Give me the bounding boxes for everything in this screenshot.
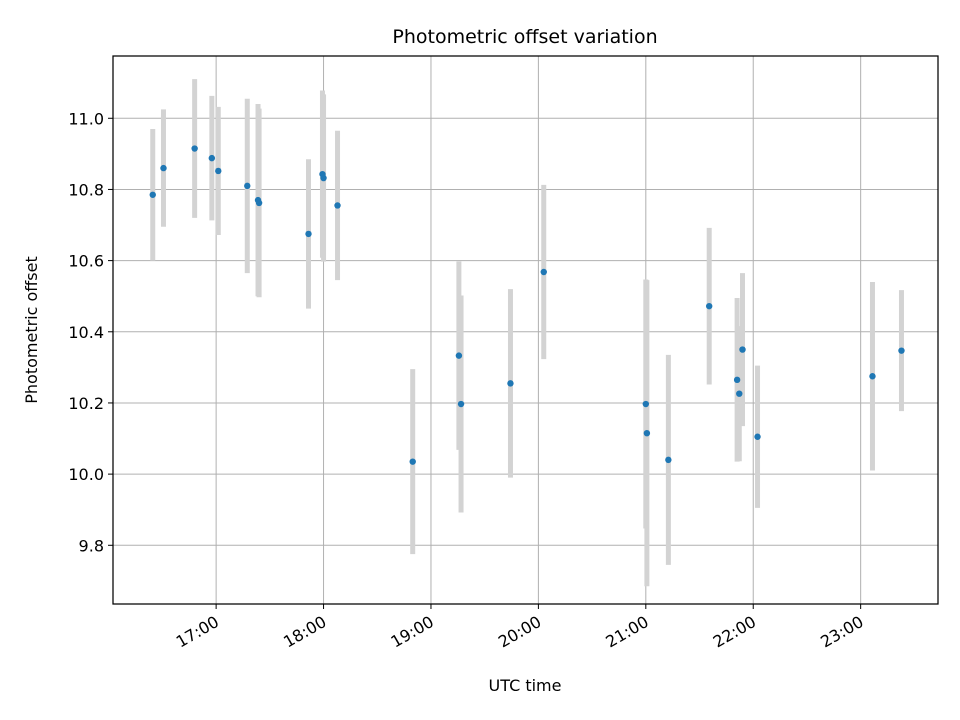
data-point [215, 167, 222, 175]
data-point [305, 230, 312, 238]
data-point [208, 154, 216, 162]
data-point [455, 352, 463, 359]
y-tick-label: 10.0 [68, 465, 104, 484]
y-axis-label: Photometric offset [22, 256, 41, 404]
data-point [665, 456, 672, 464]
data-point [736, 390, 743, 397]
data-point [540, 268, 547, 276]
y-tick-label: 11.0 [68, 109, 104, 128]
data-point [409, 458, 416, 465]
chart-title: Photometric offset variation [392, 26, 657, 48]
data-point [643, 429, 651, 437]
y-tick-label: 10.6 [68, 252, 104, 271]
data-point [244, 182, 251, 190]
data-point [642, 400, 650, 408]
data-point [507, 380, 514, 387]
data-point [191, 145, 198, 152]
data-point [754, 433, 761, 440]
plot-area-frame [112, 55, 939, 605]
data-point [739, 346, 746, 353]
data-points [149, 145, 905, 465]
y-tick-label: 10.8 [68, 180, 104, 199]
data-point [160, 164, 167, 172]
y-tick-label: 10.4 [68, 323, 104, 342]
data-point [705, 302, 713, 310]
data-point [320, 174, 327, 182]
x-axis-label: UTC time [489, 676, 562, 695]
data-point [457, 400, 465, 408]
data-point [898, 347, 905, 354]
data-point [334, 202, 341, 209]
data-point [733, 376, 741, 384]
data-point [255, 199, 263, 207]
data-point [149, 191, 156, 198]
y-tick-label: 9.8 [79, 536, 104, 555]
data-point [869, 373, 876, 380]
y-tick-label: 10.2 [68, 394, 104, 413]
